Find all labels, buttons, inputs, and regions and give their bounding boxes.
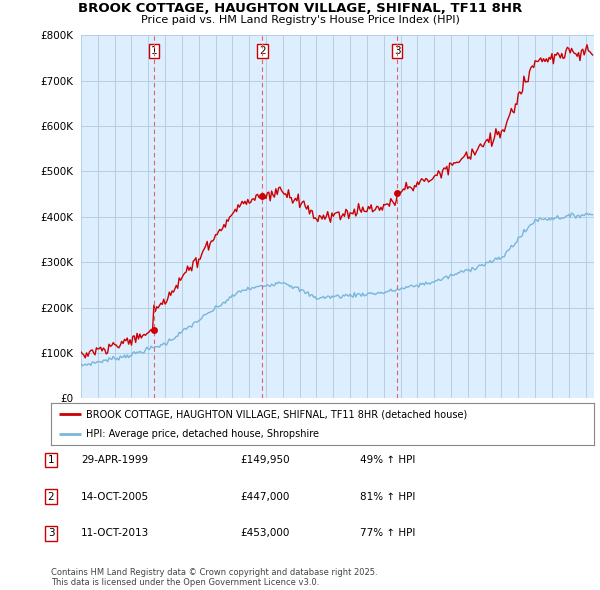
Text: Price paid vs. HM Land Registry's House Price Index (HPI): Price paid vs. HM Land Registry's House … [140, 15, 460, 25]
Text: £453,000: £453,000 [240, 529, 289, 538]
Text: £149,950: £149,950 [240, 455, 290, 465]
Text: 3: 3 [47, 529, 55, 538]
Text: 1: 1 [47, 455, 55, 465]
Text: 3: 3 [394, 46, 400, 56]
Text: 2: 2 [259, 46, 266, 56]
Text: Contains HM Land Registry data © Crown copyright and database right 2025.
This d: Contains HM Land Registry data © Crown c… [51, 568, 377, 587]
Text: £447,000: £447,000 [240, 492, 289, 502]
Text: 1: 1 [151, 46, 157, 56]
Text: 77% ↑ HPI: 77% ↑ HPI [360, 529, 415, 538]
Text: 11-OCT-2013: 11-OCT-2013 [81, 529, 149, 538]
Text: BROOK COTTAGE, HAUGHTON VILLAGE, SHIFNAL, TF11 8HR: BROOK COTTAGE, HAUGHTON VILLAGE, SHIFNAL… [78, 2, 522, 15]
Text: 81% ↑ HPI: 81% ↑ HPI [360, 492, 415, 502]
Text: 14-OCT-2005: 14-OCT-2005 [81, 492, 149, 502]
Text: HPI: Average price, detached house, Shropshire: HPI: Average price, detached house, Shro… [86, 429, 319, 439]
Text: 2: 2 [47, 492, 55, 502]
Text: BROOK COTTAGE, HAUGHTON VILLAGE, SHIFNAL, TF11 8HR (detached house): BROOK COTTAGE, HAUGHTON VILLAGE, SHIFNAL… [86, 409, 467, 419]
Text: 49% ↑ HPI: 49% ↑ HPI [360, 455, 415, 465]
Text: 29-APR-1999: 29-APR-1999 [81, 455, 148, 465]
